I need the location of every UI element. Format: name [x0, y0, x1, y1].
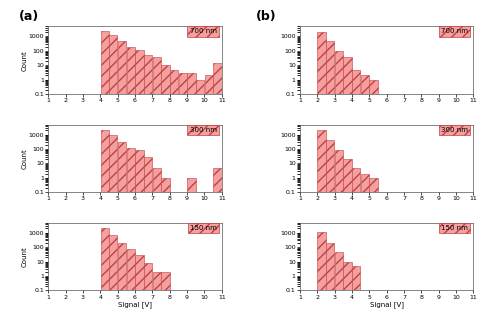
Bar — [170, 70, 178, 330]
Bar — [153, 272, 161, 330]
Bar — [361, 75, 369, 330]
Bar — [153, 57, 161, 330]
Bar — [100, 31, 109, 330]
Bar — [343, 159, 352, 330]
Text: (a): (a) — [19, 10, 40, 23]
Bar — [317, 130, 326, 330]
Bar — [135, 150, 143, 330]
Bar — [144, 55, 152, 330]
Bar — [369, 80, 378, 330]
Bar — [335, 51, 343, 330]
Text: 300 nm: 300 nm — [441, 127, 468, 133]
Bar — [196, 80, 204, 330]
Bar — [213, 63, 222, 330]
Bar — [187, 178, 196, 330]
Text: 150 nm: 150 nm — [190, 225, 216, 231]
Bar — [352, 266, 360, 330]
Bar — [118, 142, 126, 330]
Bar — [144, 156, 152, 330]
Bar — [343, 262, 352, 330]
Y-axis label: Count: Count — [21, 246, 27, 267]
Y-axis label: Count: Count — [21, 50, 27, 71]
Bar — [100, 130, 109, 330]
Text: 700 nm: 700 nm — [190, 28, 216, 34]
Text: 700 nm: 700 nm — [441, 28, 468, 34]
Bar — [343, 57, 352, 330]
Bar — [127, 248, 135, 330]
Bar — [127, 148, 135, 330]
Bar — [109, 235, 117, 330]
Bar — [153, 168, 161, 330]
Bar — [326, 140, 334, 330]
Bar — [161, 272, 170, 330]
Bar — [118, 243, 126, 330]
Bar — [205, 75, 213, 330]
Text: 300 nm: 300 nm — [190, 127, 216, 133]
Bar — [144, 263, 152, 330]
Bar — [161, 178, 170, 330]
Bar — [352, 168, 360, 330]
Bar — [326, 41, 334, 330]
Bar — [335, 251, 343, 330]
Bar — [326, 243, 334, 330]
Bar — [127, 47, 135, 330]
Bar — [109, 35, 117, 330]
Bar — [317, 32, 326, 330]
X-axis label: Signal [V]: Signal [V] — [369, 301, 404, 308]
Bar — [161, 65, 170, 330]
Bar — [100, 228, 109, 330]
Text: (b): (b) — [256, 10, 277, 23]
Bar — [352, 70, 360, 330]
Bar — [135, 50, 143, 330]
Y-axis label: Count: Count — [21, 148, 27, 169]
Bar — [335, 150, 343, 330]
Bar — [135, 255, 143, 330]
X-axis label: Signal [V]: Signal [V] — [118, 301, 152, 308]
Bar — [213, 168, 222, 330]
Bar — [317, 232, 326, 330]
Bar — [361, 174, 369, 330]
Bar — [369, 178, 378, 330]
Text: 150 nm: 150 nm — [441, 225, 468, 231]
Bar — [109, 135, 117, 330]
Bar — [179, 73, 187, 330]
Bar — [187, 73, 196, 330]
Bar — [118, 41, 126, 330]
